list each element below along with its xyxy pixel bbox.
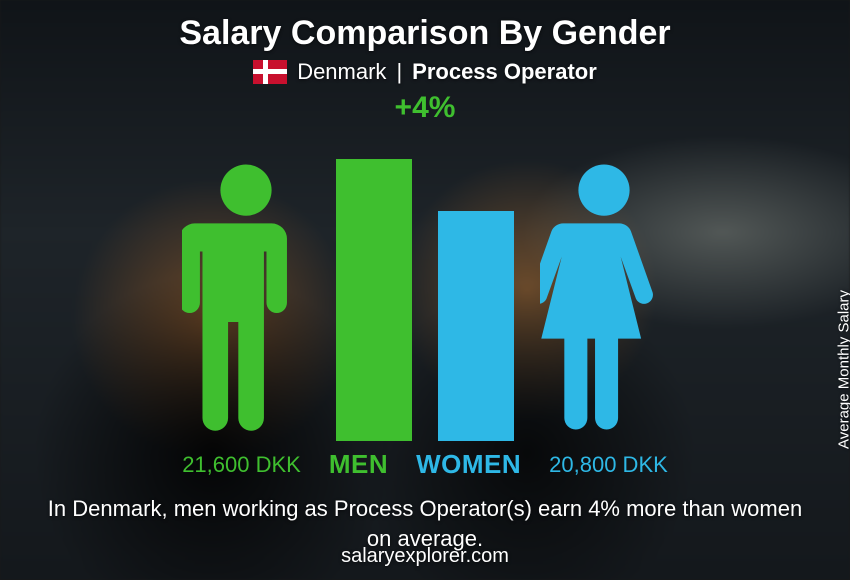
- male-salary: 21,600 DKK: [182, 452, 301, 478]
- female-salary: 20,800 DKK: [549, 452, 668, 478]
- male-tag: MEN: [329, 449, 388, 480]
- gender-bar-chart: [105, 121, 745, 441]
- infographic-canvas: Salary Comparison By Gender Denmark | Pr…: [0, 0, 850, 580]
- denmark-flag-icon: [253, 60, 287, 84]
- male-figure: [182, 159, 310, 441]
- female-bar-col: [438, 211, 514, 441]
- female-figure: [540, 159, 668, 441]
- title: Salary Comparison By Gender: [179, 14, 670, 53]
- job-title: Process Operator: [412, 59, 597, 85]
- subtitle: Denmark | Process Operator: [253, 59, 597, 85]
- footer-source: salaryexplorer.com: [0, 545, 850, 568]
- y-axis-label: Average Monthly Salary: [836, 290, 850, 449]
- country-label: Denmark: [297, 59, 386, 85]
- value-row: 21,600 DKK MEN WOMEN 20,800 DKK: [182, 449, 668, 480]
- male-bar: [336, 159, 412, 441]
- separator: |: [396, 59, 402, 85]
- content-overlay: Salary Comparison By Gender Denmark | Pr…: [0, 0, 850, 580]
- female-bar: [438, 211, 514, 441]
- male-bar-col: [336, 159, 412, 441]
- female-tag: WOMEN: [416, 449, 521, 480]
- delta-label: +4%: [395, 91, 456, 125]
